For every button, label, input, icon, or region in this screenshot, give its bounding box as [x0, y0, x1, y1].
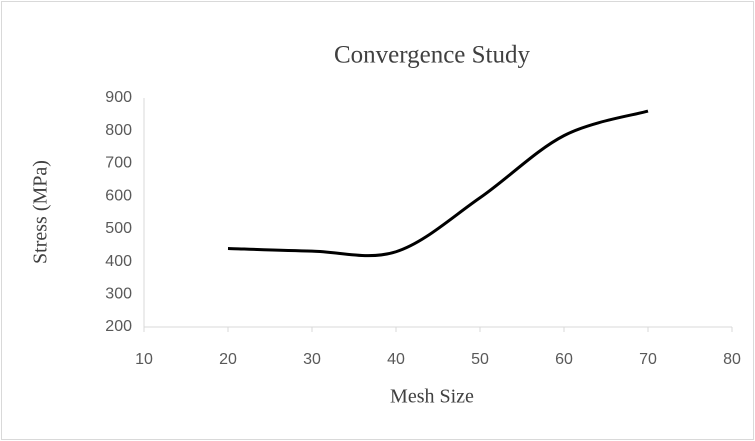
y-axis-label: Stress (MPa): [30, 160, 52, 264]
x-axis-label: Mesh Size: [390, 386, 474, 408]
y-tick-label: 200: [105, 318, 132, 335]
x-tick-label: 80: [723, 351, 741, 368]
x-tick-label: 60: [555, 351, 573, 368]
y-tick-label: 500: [105, 220, 132, 237]
y-tick-label: 900: [105, 89, 132, 106]
x-tick-label: 10: [135, 351, 153, 368]
x-tick-label: 70: [639, 351, 657, 368]
x-tick-label: 50: [471, 351, 489, 368]
x-tick-label: 30: [303, 351, 321, 368]
chart-title: Convergence Study: [334, 42, 531, 69]
y-tick-label: 700: [105, 155, 132, 172]
y-tick-label: 600: [105, 187, 132, 204]
y-tick-label: 800: [105, 122, 132, 139]
x-tick-label: 40: [387, 351, 405, 368]
y-tick-label: 400: [105, 253, 132, 270]
series-line: [227, 109, 649, 258]
y-tick-label: 300: [105, 286, 132, 303]
x-tick-label: 20: [219, 351, 237, 368]
